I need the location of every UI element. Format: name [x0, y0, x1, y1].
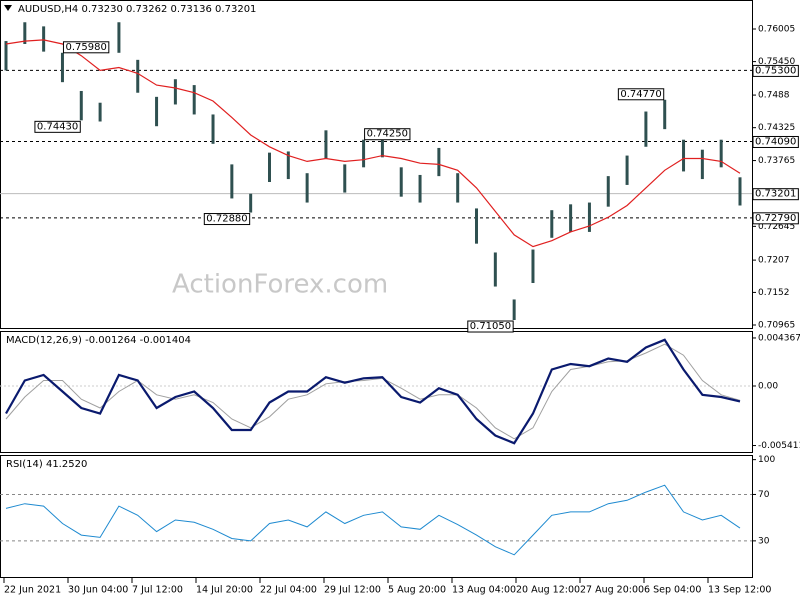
last-price-label-box: [752, 188, 799, 201]
x-tick-label: 6 Sep 04:00: [644, 585, 701, 596]
level-label-box: [752, 64, 799, 77]
annotation: 0.75980: [65, 42, 106, 53]
x-tick-label: 30 Jun 04:00: [68, 585, 128, 596]
y-tick-label: 0.7152: [758, 288, 790, 298]
watermark: ActionForex.com: [172, 270, 388, 300]
y-tick-label: 0.76005: [758, 25, 795, 35]
annotation-box: [617, 88, 665, 101]
y-tick-label: 0.70965: [758, 321, 795, 331]
level-label: 0.74090: [755, 136, 796, 147]
y-tick-label: 30: [758, 536, 770, 546]
y-tick-label: 0.00: [758, 382, 778, 392]
x-tick-label: 5 Aug 20:00: [388, 585, 446, 596]
x-tick-label: 13 Aug 04:00: [452, 585, 516, 596]
y-tick-label: 0.004367: [758, 333, 800, 343]
macd-line: [5, 338, 741, 445]
y-tick-label: 0.7207: [758, 256, 790, 266]
annotation: 0.72880: [206, 214, 247, 225]
annotation-box: [203, 213, 251, 226]
y-tick-label: 100: [758, 455, 775, 465]
menu-arrow: [4, 5, 12, 11]
y-tick-label: 0.72645: [758, 222, 795, 232]
annotation: 0.74770: [620, 89, 661, 100]
chart-title: AUDUSD,H4 0.73230 0.73262 0.73136 0.7320…: [18, 4, 256, 15]
y-tick-label: 0.74325: [758, 123, 795, 133]
annotation-box: [62, 41, 110, 54]
last-price-label: 0.73201: [755, 189, 796, 200]
macd-panel: [0, 331, 753, 453]
x-tick-label: 27 Aug 20:00: [580, 585, 644, 596]
annotation-box: [467, 320, 514, 333]
y-tick-label: 70: [758, 490, 770, 500]
x-tick-label: 29 Jul 12:00: [324, 585, 381, 596]
level-label-box: [752, 135, 799, 148]
rsi-panel: [0, 455, 753, 578]
y-tick-label: 0.75450: [758, 57, 795, 67]
annotation: 0.74430: [37, 121, 78, 132]
annotation: 0.71050: [470, 321, 511, 332]
level-label: 0.75300: [755, 65, 796, 76]
level-label: 0.72790: [755, 213, 796, 224]
x-tick-label: 13 Sep 12:00: [708, 585, 771, 596]
rsi-title: RSI(14) 41.2520: [6, 459, 87, 470]
y-tick-label: -0.005411: [758, 441, 800, 451]
moving-average: [5, 39, 741, 248]
y-tick-label: 0.73765: [758, 156, 795, 166]
x-tick-label: 14 Jul 20:00: [196, 585, 253, 596]
x-tick-label: 20 Aug 12:00: [516, 585, 580, 596]
level-label-box: [752, 212, 799, 225]
macd-title: MACD(12,26,9) -0.001264 -0.001404: [6, 335, 191, 346]
y-tick-label: 0.7488: [758, 91, 790, 101]
rsi-line: [5, 484, 741, 556]
annotation-box: [364, 128, 411, 141]
x-tick-label: 22 Jun 2021: [4, 585, 61, 596]
x-tick-label: 7 Jul 12:00: [132, 585, 183, 596]
x-tick-label: 22 Jul 04:00: [260, 585, 317, 596]
price-panel: [0, 0, 753, 329]
annotation-box: [34, 120, 81, 133]
annotation: 0.74250: [367, 129, 408, 140]
